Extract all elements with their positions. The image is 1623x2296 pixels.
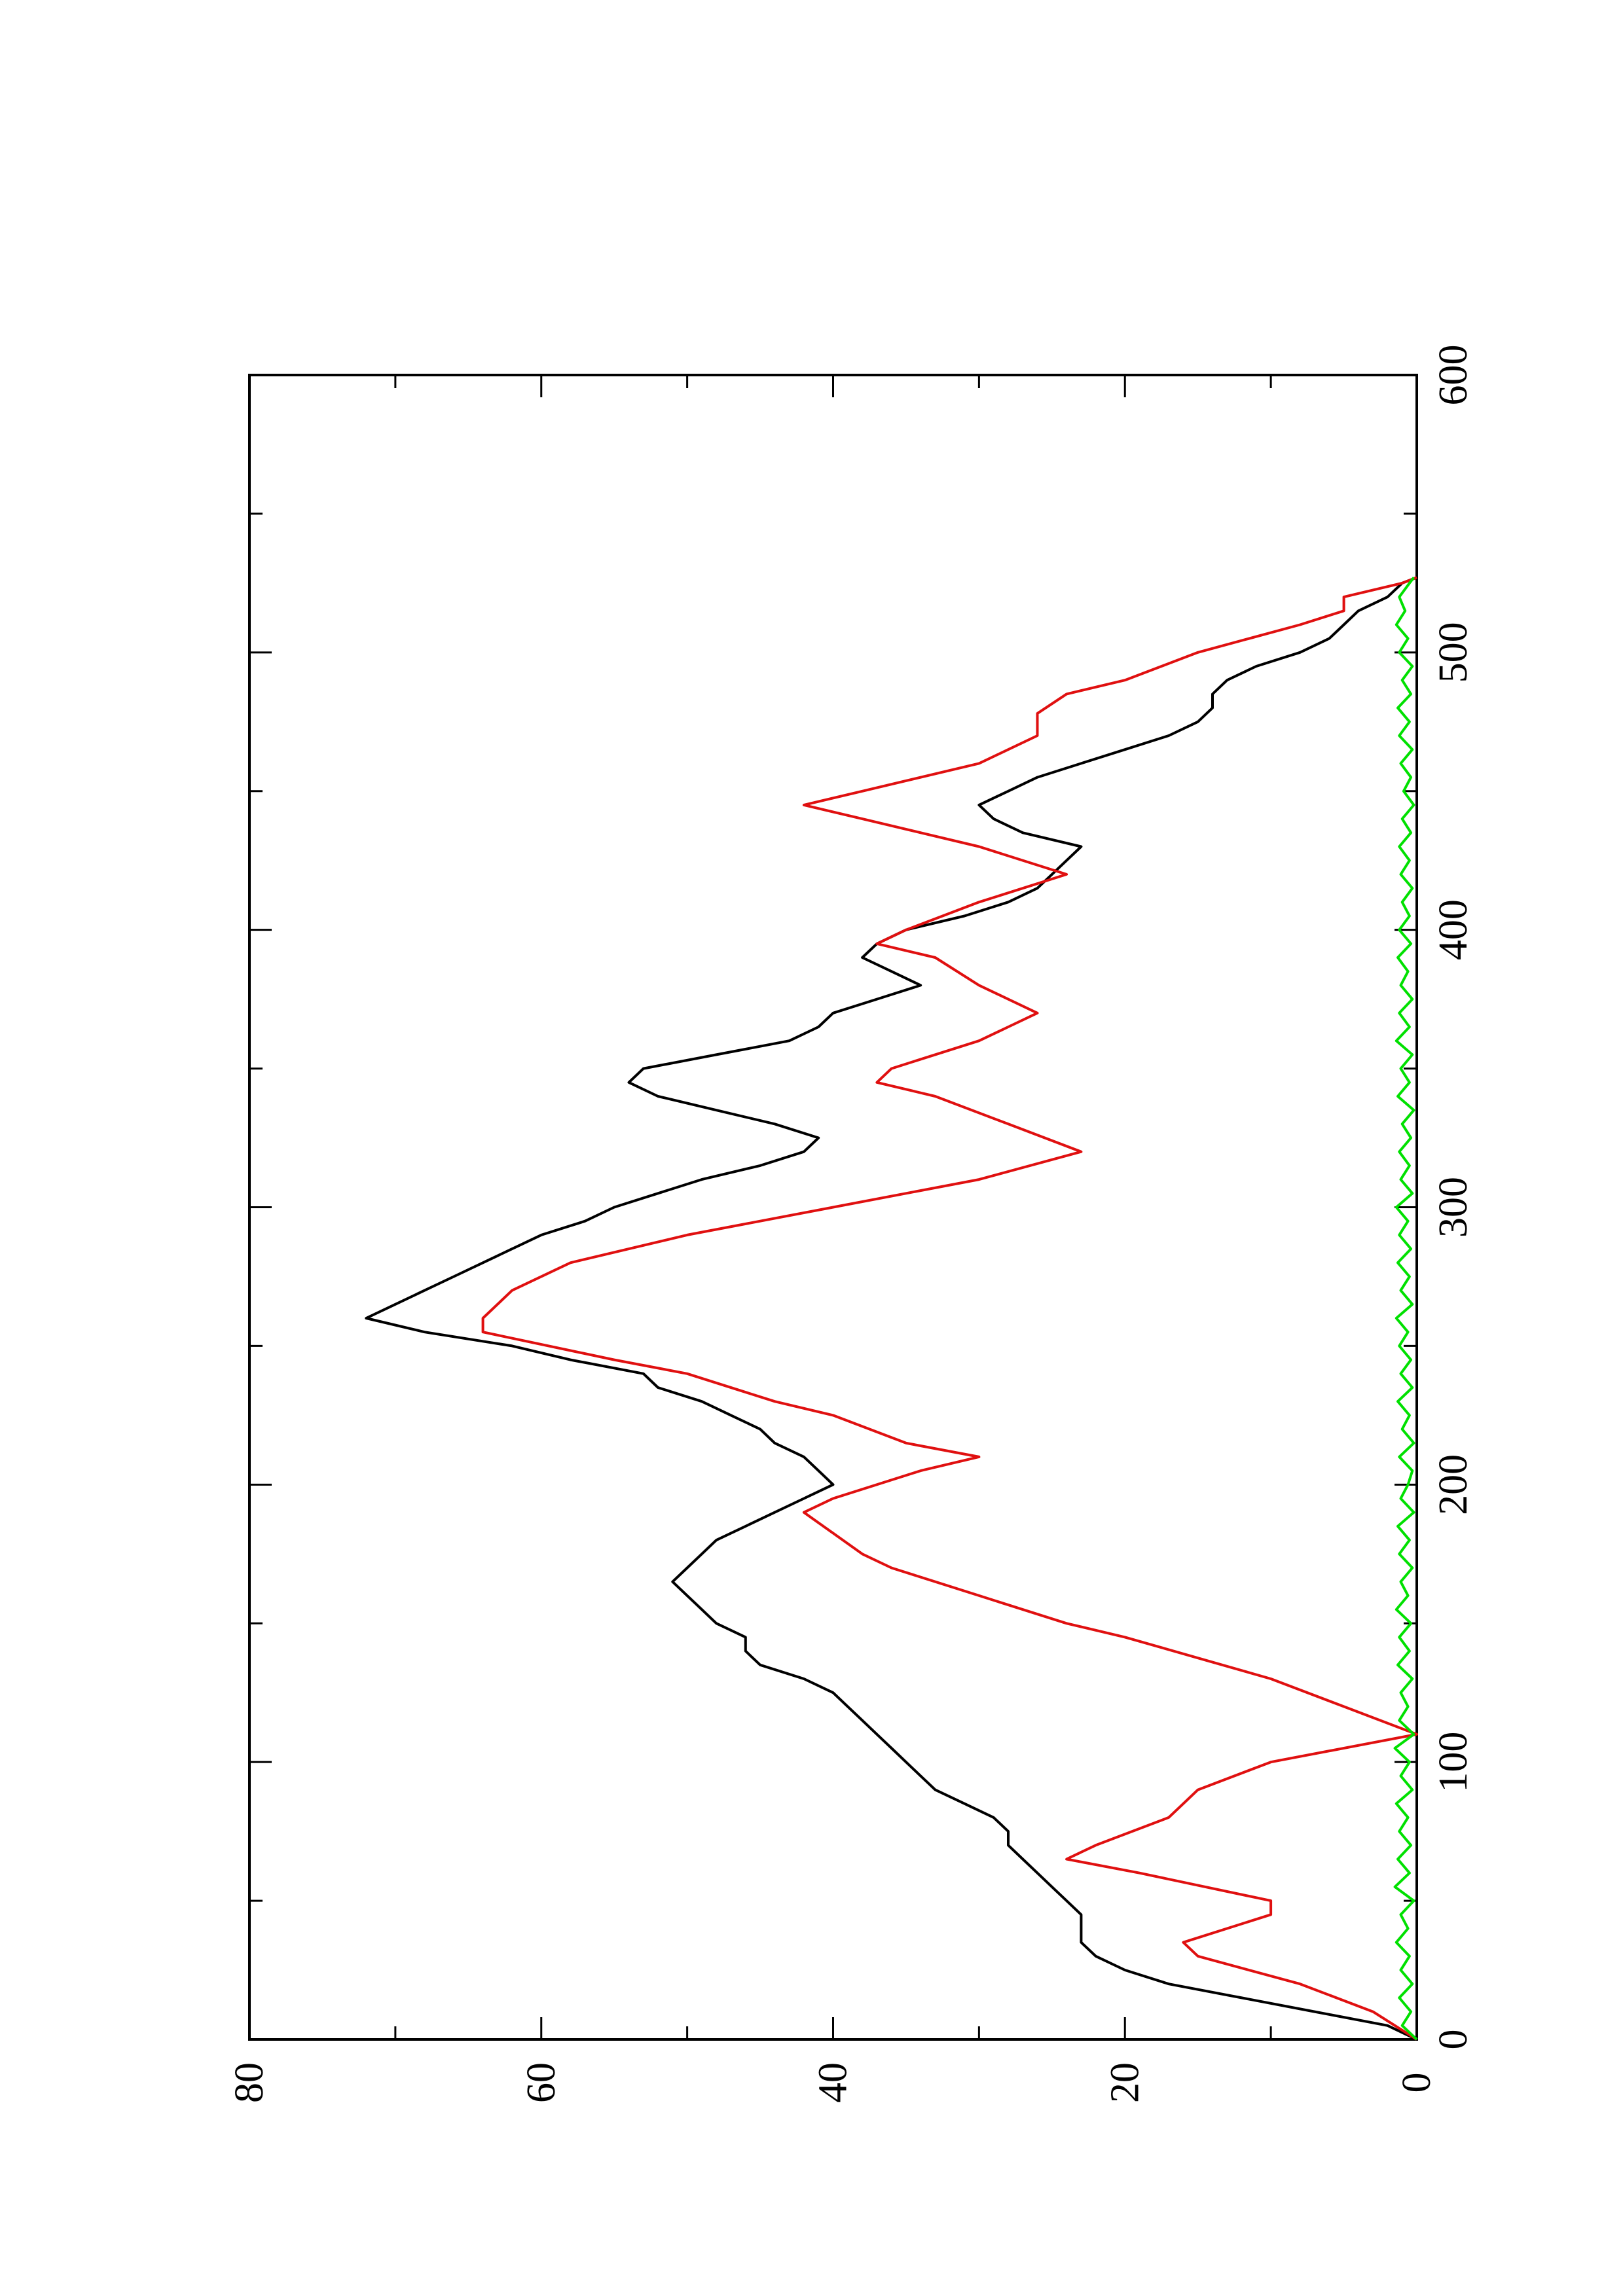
x-tick-label: 300 xyxy=(1431,1177,1476,1238)
y-tick-label: 60 xyxy=(519,2062,564,2103)
y-tick-label: 20 xyxy=(1103,2062,1147,2103)
x-tick-label: 500 xyxy=(1431,622,1476,683)
series-line-1 xyxy=(365,576,1417,2041)
y-tick-label: 0 xyxy=(1395,2073,1439,2093)
x-tick-label: 100 xyxy=(1431,1732,1476,1793)
x-tick-label: 0 xyxy=(1431,2030,1476,2050)
axis-ticks xyxy=(248,374,1418,2041)
series-line-3 xyxy=(1393,577,1418,2041)
series-group xyxy=(365,576,1418,2041)
x-tick-label: 200 xyxy=(1431,1454,1476,1515)
y-tick-label: 80 xyxy=(227,2062,272,2103)
y-tick-label: 40 xyxy=(811,2062,856,2103)
x-tick-label: 400 xyxy=(1431,899,1476,960)
series-line-2 xyxy=(481,576,1418,2041)
axis-tick-labels: 0 100 200 300 400 500 600 0 20 40 60 80 xyxy=(227,345,1476,2104)
x-tick-label: 600 xyxy=(1431,345,1476,406)
